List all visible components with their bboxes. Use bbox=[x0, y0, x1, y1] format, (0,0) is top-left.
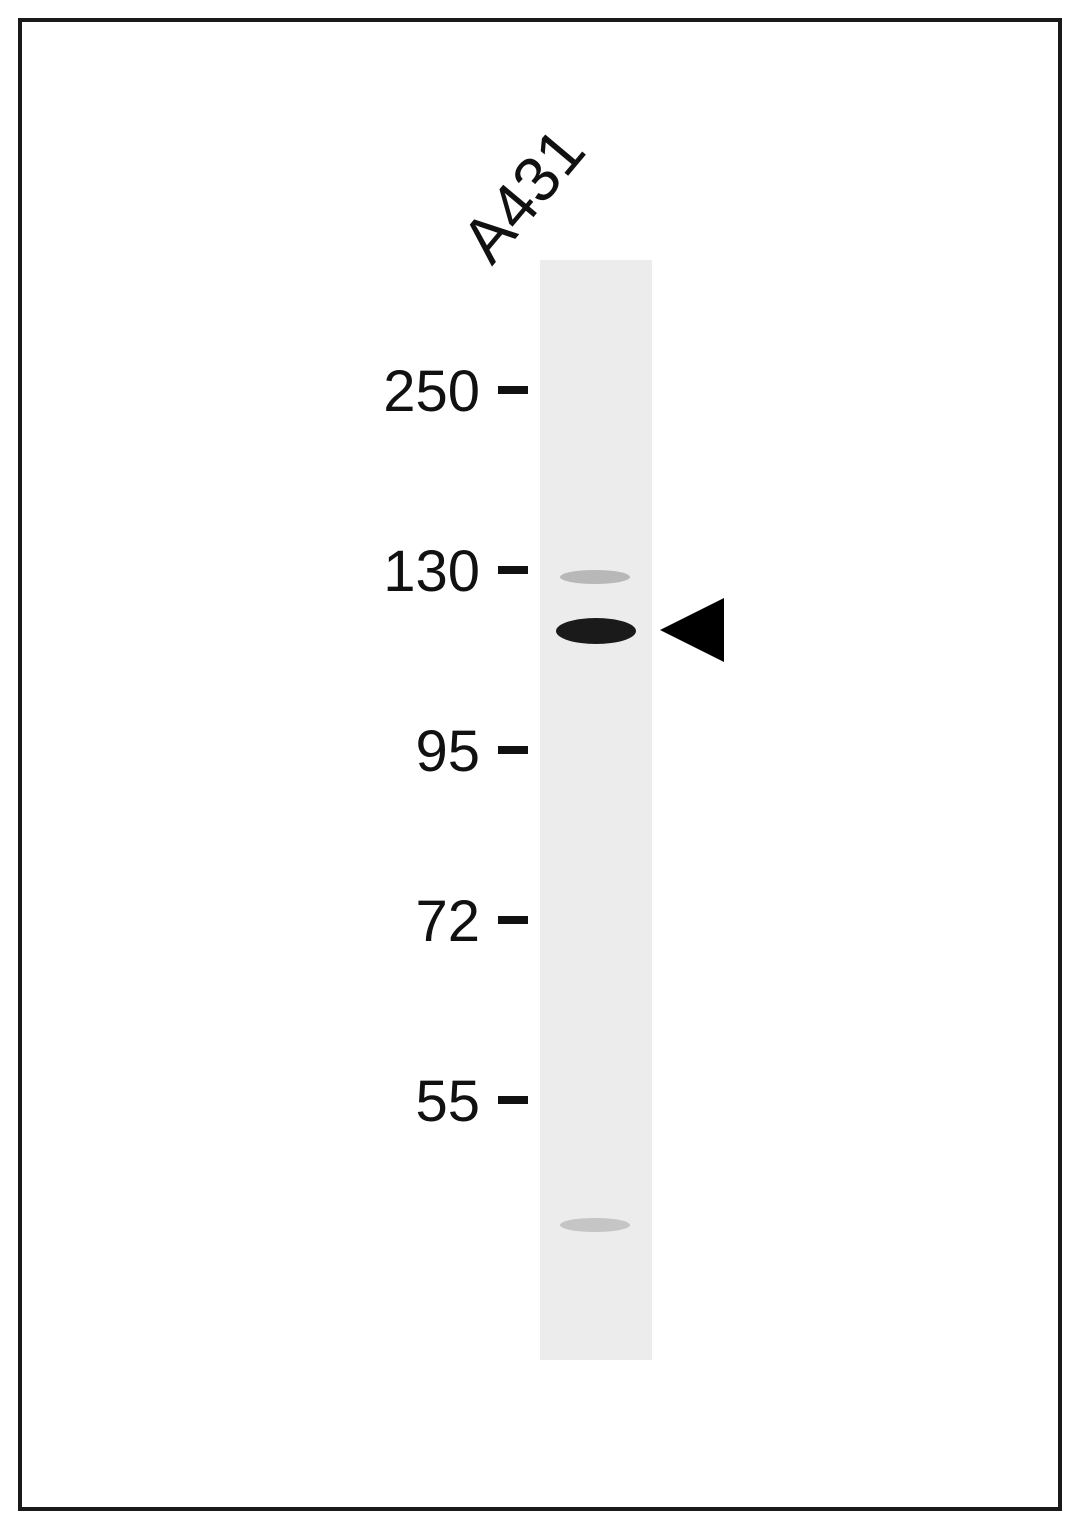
mw-label-4: 55 bbox=[0, 1068, 480, 1135]
blot-lane bbox=[540, 260, 652, 1360]
mw-tick-0 bbox=[498, 386, 528, 394]
band-faint-upper bbox=[560, 570, 630, 584]
band-main bbox=[556, 618, 636, 644]
mw-tick-1 bbox=[498, 566, 528, 574]
mw-label-3: 72 bbox=[0, 888, 480, 955]
mw-label-1: 130 bbox=[0, 538, 480, 605]
band-faint-lower bbox=[560, 1218, 630, 1232]
mw-tick-4 bbox=[498, 1096, 528, 1104]
pointer-arrow-icon bbox=[660, 598, 724, 662]
mw-label-0: 250 bbox=[0, 358, 480, 425]
mw-label-2: 95 bbox=[0, 718, 480, 785]
mw-tick-2 bbox=[498, 746, 528, 754]
mw-tick-3 bbox=[498, 916, 528, 924]
